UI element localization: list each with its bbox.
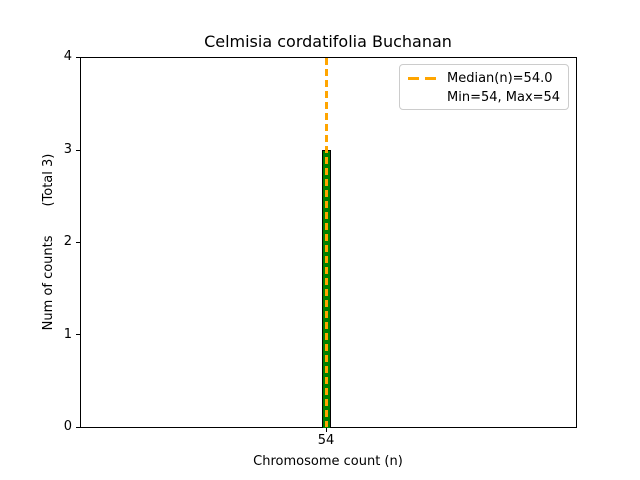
x-tick-mark xyxy=(326,428,327,432)
y-tick-mark xyxy=(76,150,80,151)
y-tick-label-2: 2 xyxy=(63,234,72,249)
legend-entry-median: Median(n)=54.0 xyxy=(408,69,560,88)
y-tick-mark xyxy=(76,242,80,243)
median-line xyxy=(325,58,328,427)
legend-label-median: Median(n)=54.0 xyxy=(447,71,553,86)
x-axis-label: Chromosome count (n) xyxy=(253,454,403,469)
y-tick-label-1: 1 xyxy=(63,327,72,342)
y-tick-mark xyxy=(76,427,80,428)
chart-title: Celmisia cordatifolia Buchanan xyxy=(204,32,452,51)
y-tick-mark xyxy=(76,334,80,335)
median-dashed-line-swatch xyxy=(408,77,438,80)
legend: Median(n)=54.0 Min=54, Max=54 xyxy=(399,64,569,110)
y-tick-label-0: 0 xyxy=(63,419,72,434)
x-tick-label-54: 54 xyxy=(317,433,335,448)
plot-area: Median(n)=54.0 Min=54, Max=54 xyxy=(80,57,577,428)
y-tick-label-4: 4 xyxy=(63,49,72,64)
legend-swatch-spacer xyxy=(408,96,438,99)
y-tick-label-3: 3 xyxy=(63,142,72,157)
legend-entry-minmax: Min=54, Max=54 xyxy=(408,88,560,107)
y-tick-mark xyxy=(76,57,80,58)
legend-label-minmax: Min=54, Max=54 xyxy=(447,90,561,105)
